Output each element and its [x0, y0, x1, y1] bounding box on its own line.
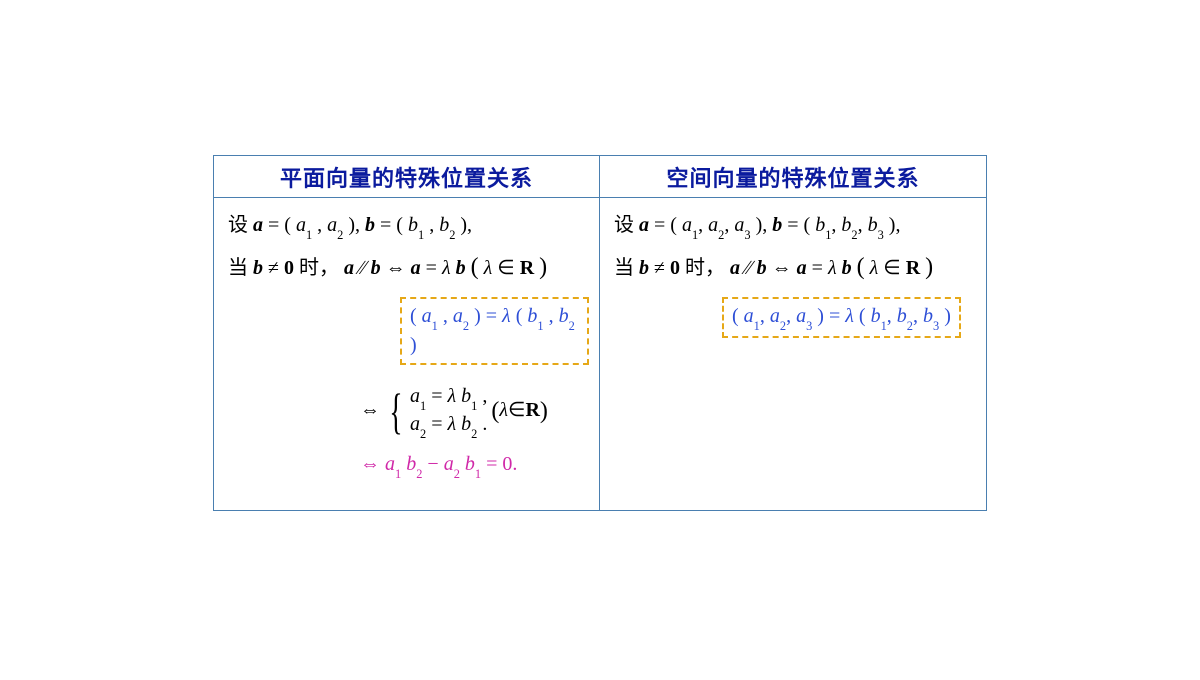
- text-she: 设: [228, 214, 253, 236]
- col-spatial: 空间向量的特殊位置关系 设 a = ( a1, a2, a3 ), b = ( …: [600, 156, 986, 510]
- planar-boxed-eq: ( a1 , a2 ) = λ ( b1 , b2 ): [400, 297, 589, 365]
- header-spatial: 空间向量的特殊位置关系: [600, 156, 986, 198]
- planar-setup: 设 a = ( a1 , a2 ), b = ( b1 , b2 ),: [228, 212, 589, 241]
- col-planar: 平面向量的特殊位置关系 设 a = ( a1 , a2 ), b = ( b1 …: [214, 156, 600, 510]
- spatial-setup: 设 a = ( a1, a2, a3 ), b = ( b1, b2, b3 )…: [614, 212, 976, 241]
- vec-b: b: [365, 214, 375, 236]
- body-spatial: 设 a = ( a1, a2, a3 ), b = ( b1, b2, b3 )…: [600, 198, 986, 368]
- planar-condition: 当 b ≠ 0 时， a ∕∕ b ⇔ a = λ b ( λ ∈ R: [228, 251, 589, 283]
- header-planar: 平面向量的特殊位置关系: [214, 156, 599, 198]
- spatial-boxed-eq: ( a1, a2, a3 ) = λ ( b1, b2, b3 ): [722, 297, 961, 338]
- spatial-condition: 当 b ≠ 0 时， a ∕∕ b ⇔ a = λ b ( λ ∈ R: [614, 251, 976, 283]
- vector-comparison-table: 平面向量的特殊位置关系 设 a = ( a1 , a2 ), b = ( b1 …: [213, 155, 987, 511]
- left-brace-icon: {: [389, 388, 402, 434]
- body-planar: 设 a = ( a1 , a2 ), b = ( b1 , b2 ), 当 b …: [214, 198, 599, 510]
- vec-a: a: [253, 214, 263, 236]
- planar-determinant: ⇔ a1 b2 − a2 b1 = 0.: [360, 451, 589, 480]
- planar-system: ⇔ { a1 = λ b1 , a2 = λ b2: [360, 383, 548, 439]
